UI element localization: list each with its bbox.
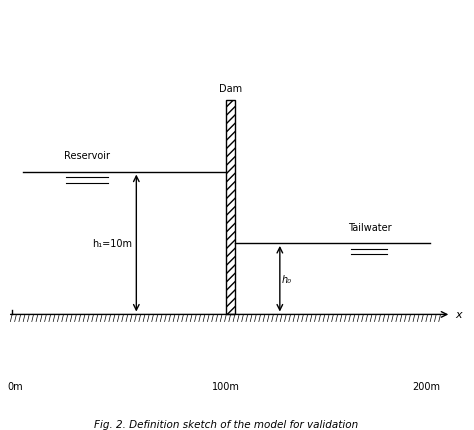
- Bar: [226, 101, 235, 315]
- Bar: [226, 101, 235, 315]
- Text: h₀: h₀: [282, 274, 292, 284]
- Text: h₁=10m: h₁=10m: [92, 239, 132, 249]
- Text: Reservoir: Reservoir: [64, 151, 110, 161]
- Text: x: x: [456, 310, 462, 319]
- Text: Dam: Dam: [219, 84, 242, 94]
- Text: 100m: 100m: [212, 381, 240, 391]
- Text: Fig. 2. Definition sketch of the model for validation: Fig. 2. Definition sketch of the model f…: [94, 419, 358, 429]
- Text: Tailwater: Tailwater: [348, 222, 392, 232]
- Text: 0m: 0m: [8, 381, 23, 391]
- Text: 200m: 200m: [412, 381, 440, 391]
